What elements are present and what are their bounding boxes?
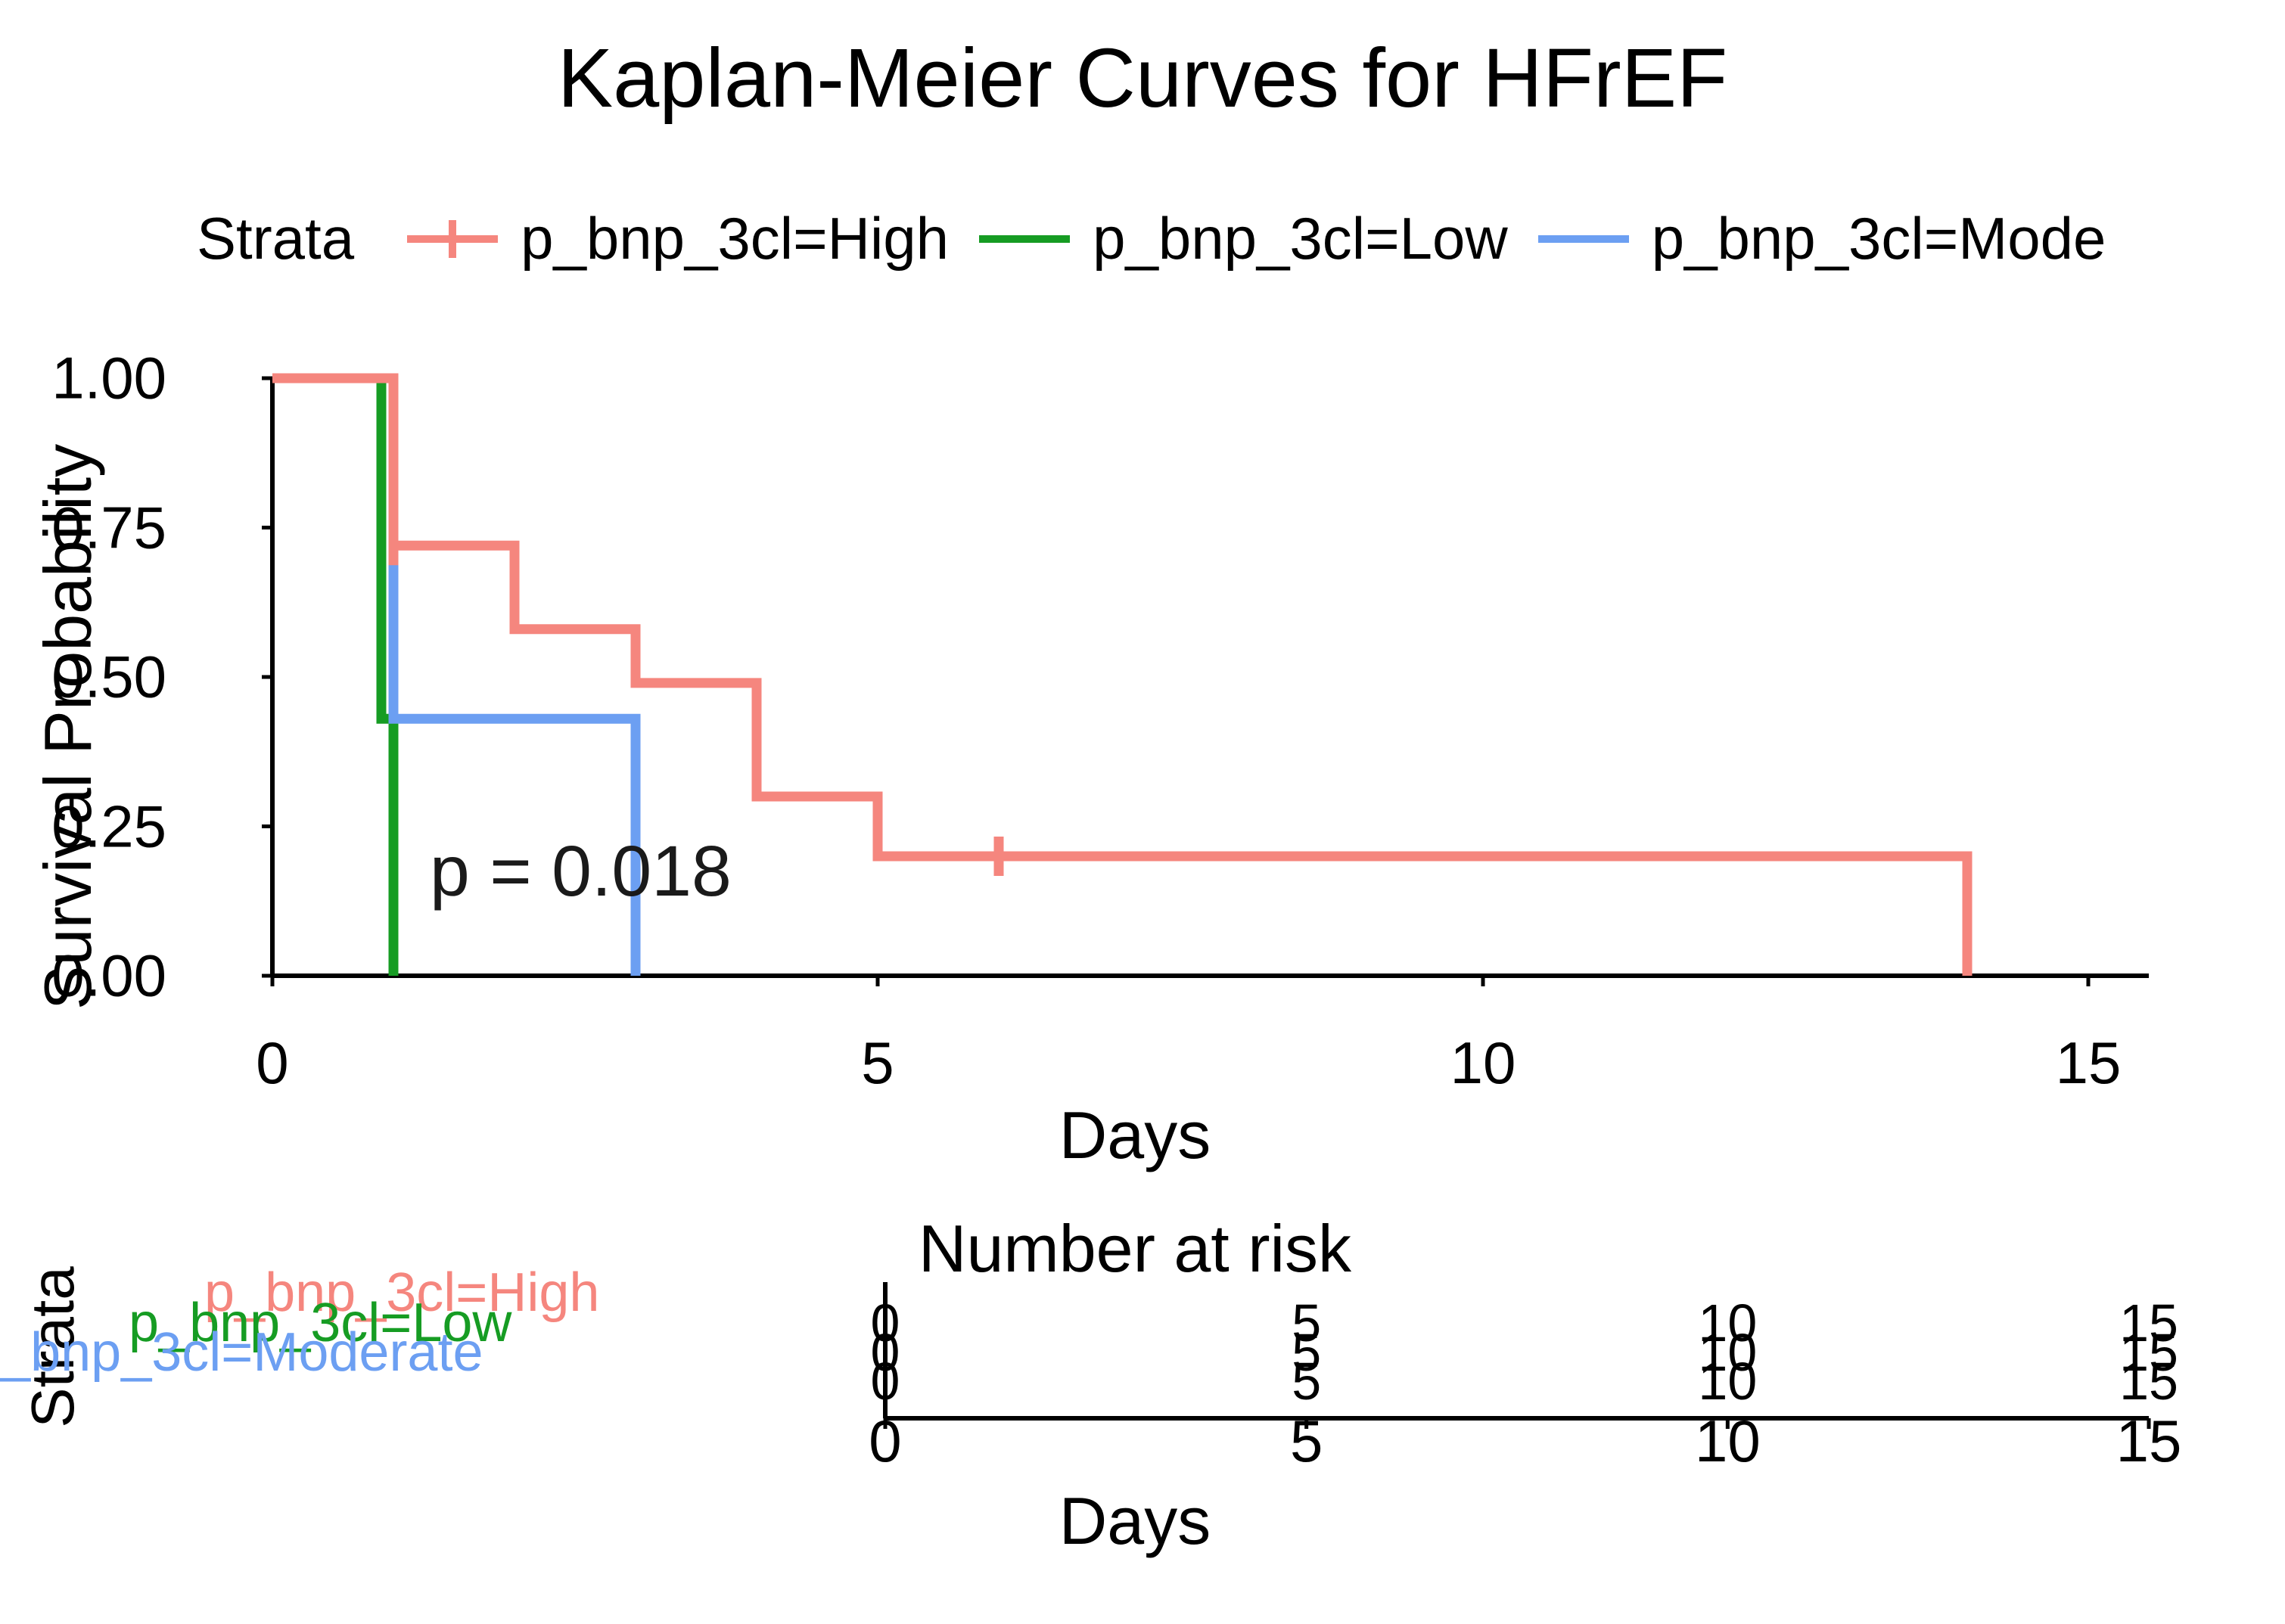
- x-tick-label: 5: [861, 1029, 894, 1098]
- risk-table-svg: [227, 1275, 2179, 1464]
- y-tick-label: 1.00: [15, 344, 166, 413]
- y-tick-label: 0.75: [15, 493, 166, 562]
- risk-table-xlabel: Days: [45, 1483, 2224, 1560]
- risk-cell: 555: [1292, 1309, 1321, 1396]
- y-tick-label: 0.00: [15, 942, 166, 1011]
- x-tick-label: 10: [1450, 1029, 1516, 1098]
- risk-cell: 000: [871, 1309, 900, 1396]
- y-tick-label: 0.50: [15, 643, 166, 712]
- legend-title: Strata: [197, 204, 354, 273]
- plot-title: Kaplan-Meier Curves for HFrEF: [0, 30, 2285, 126]
- risk-x-tick-label: 0: [869, 1407, 901, 1476]
- legend-label-high: p_bnp_3cl=High: [521, 204, 949, 273]
- km-plot: Survival Probability Days p = 0.018 0.00…: [45, 363, 2224, 1135]
- legend-item-mode: p_bnp_3cl=Mode: [1538, 204, 2106, 273]
- legend-swatch-mode: [1538, 235, 1629, 243]
- risk-table: Number at risk Strata p_bnp_3cl=High p_b…: [45, 1210, 2224, 1588]
- legend-item-high: .legend .item:nth-child(2) .swatch-plus:…: [407, 204, 949, 273]
- figure-container: Kaplan-Meier Curves for HFrEF Strata .le…: [0, 0, 2285, 1624]
- x-tick-label: 0: [256, 1029, 288, 1098]
- risk-x-tick-label: 10: [1695, 1407, 1761, 1476]
- legend-item-low: p_bnp_3cl=Low: [979, 204, 1508, 273]
- y-tick-label: 0.25: [15, 792, 166, 861]
- legend-label-mode: p_bnp_3cl=Mode: [1652, 204, 2106, 273]
- x-axis-label: Days: [45, 1097, 2224, 1174]
- risk-cell: 101010: [1698, 1309, 1757, 1396]
- risk-cell: 151515: [2119, 1309, 2178, 1396]
- legend: Strata .legend .item:nth-child(2) .swatc…: [197, 204, 2106, 273]
- legend-swatch-high: .legend .item:nth-child(2) .swatch-plus:…: [407, 235, 498, 243]
- pvalue-annotation: p = 0.018: [430, 831, 732, 913]
- legend-swatch-low: [979, 235, 1070, 243]
- legend-label-low: p_bnp_3cl=Low: [1093, 204, 1508, 273]
- risk-x-tick-label: 15: [2116, 1407, 2182, 1476]
- x-tick-label: 15: [2056, 1029, 2122, 1098]
- risk-x-tick-label: 5: [1290, 1407, 1323, 1476]
